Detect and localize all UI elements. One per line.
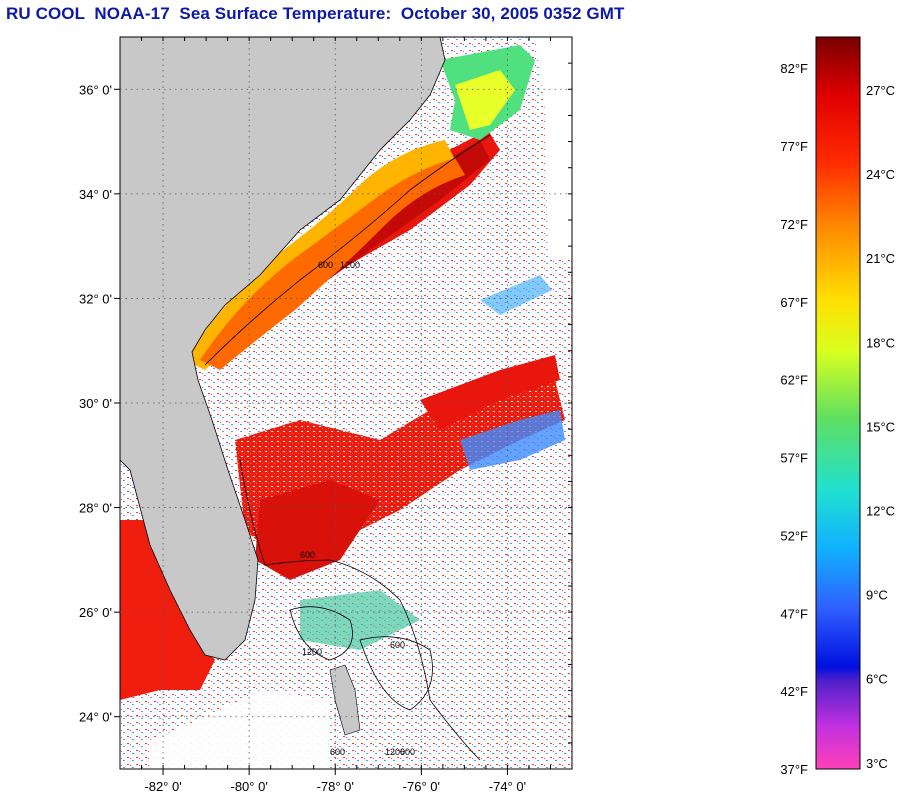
celsius-label: 27°C	[866, 83, 895, 98]
contour-label: 600	[400, 747, 415, 757]
celsius-label: 18°C	[866, 335, 895, 350]
celsius-labels: 27°C 24°C 21°C 18°C 15°C 12°C 9°C 6°C 3°C	[866, 83, 895, 771]
lon-tick-label: -80° 0'	[230, 779, 267, 794]
lon-tick-label: -78° 0'	[317, 779, 354, 794]
contour-label: 1200	[385, 747, 405, 757]
fahrenheit-label: 57°F	[780, 451, 808, 466]
lat-tick-label: 34° 0'	[79, 187, 112, 202]
lat-tick-label: 24° 0'	[79, 710, 112, 725]
colorbar-scale	[815, 36, 861, 770]
fahrenheit-label: 47°F	[780, 606, 808, 621]
fahrenheit-labels: 82°F 77°F 72°F 67°F 62°F 57°F 52°F 47°F 42°F 37°F	[780, 61, 808, 777]
contour-label: 600	[318, 260, 333, 270]
sst-field	[120, 37, 572, 769]
contour-label: 1200	[302, 647, 322, 657]
fahrenheit-label: 82°F	[780, 61, 808, 76]
fahrenheit-label: 52°F	[780, 528, 808, 543]
celsius-label: 15°C	[866, 419, 895, 434]
contour-label: 600	[330, 747, 345, 757]
lon-tick-labels: -82° 0' -80° 0' -78° 0' -76° 0' -74° 0'	[144, 779, 526, 794]
lat-tick-labels: 36° 0' 34° 0' 32° 0' 30° 0' 28° 0' 26° 0' 24° …	[79, 82, 112, 724]
lon-tick-label: -76° 0'	[403, 779, 440, 794]
fahrenheit-label: 37°F	[780, 762, 808, 777]
contour-label: 600	[300, 550, 315, 560]
lat-tick-label: 32° 0'	[79, 291, 112, 306]
lat-tick-label: 30° 0'	[79, 396, 112, 411]
graticule	[114, 36, 573, 775]
fahrenheit-label: 42°F	[780, 684, 808, 699]
lon-tick-label: -82° 0'	[144, 779, 181, 794]
fahrenheit-label: 77°F	[780, 139, 808, 154]
fahrenheit-label: 62°F	[780, 373, 808, 388]
contour-label: 600	[390, 640, 405, 650]
celsius-label: 9°C	[866, 588, 888, 603]
us-coast-land	[120, 37, 446, 661]
lon-tick-label: -74° 0'	[489, 779, 526, 794]
celsius-label: 12°C	[866, 503, 895, 518]
bahamas-land	[329, 664, 361, 736]
celsius-label: 24°C	[866, 167, 895, 182]
lat-tick-label: 28° 0'	[79, 501, 112, 516]
lat-tick-label: 26° 0'	[79, 605, 112, 620]
map-title: RU COOL NOAA-17 Sea Surface Temperature:…	[6, 4, 625, 23]
celsius-label: 6°C	[866, 672, 888, 687]
contour-label: 1200	[340, 260, 360, 270]
celsius-label: 21°C	[866, 251, 895, 266]
lat-tick-label: 36° 0'	[79, 82, 112, 97]
fahrenheit-label: 67°F	[780, 295, 808, 310]
fahrenheit-label: 72°F	[780, 217, 808, 232]
celsius-label: 3°C	[866, 756, 888, 771]
